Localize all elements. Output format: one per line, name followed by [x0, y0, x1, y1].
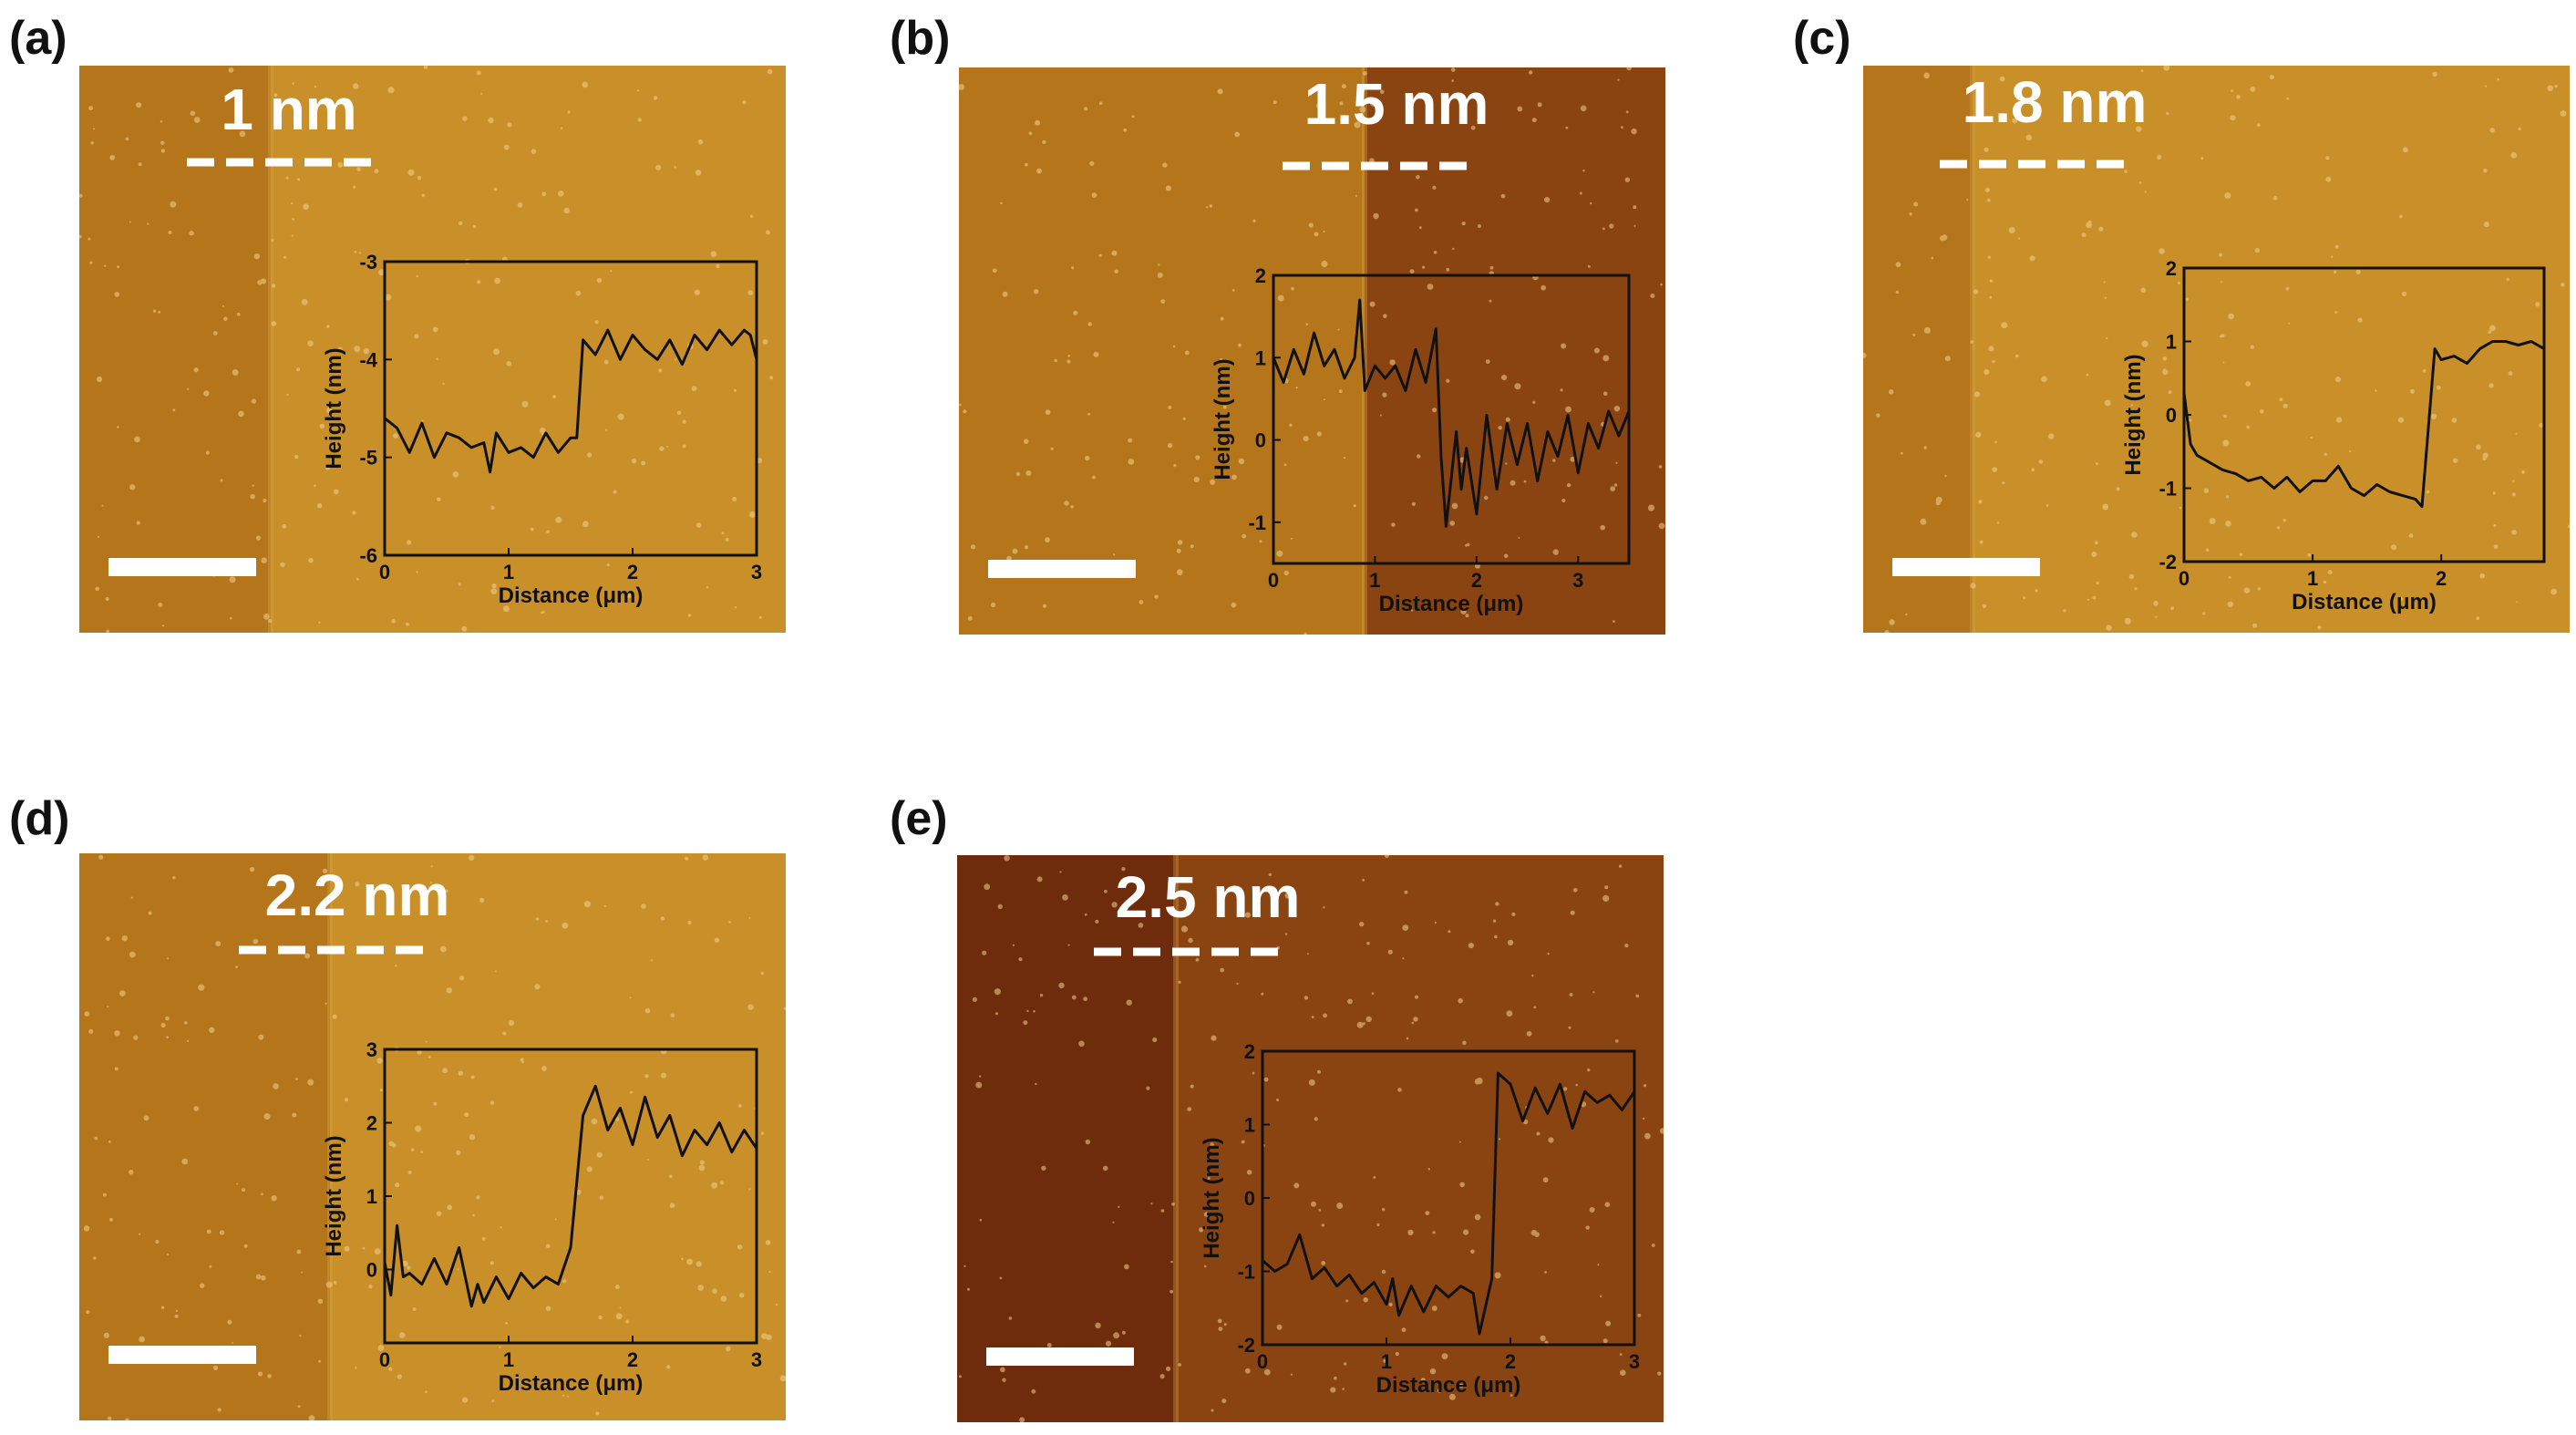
x-tick-label: 3 — [1572, 569, 1583, 592]
afm-grains — [79, 66, 774, 633]
y-axis-label: Height (nm) — [322, 347, 346, 469]
y-tick-label: 1 — [2166, 331, 2177, 354]
x-tick-label: 0 — [1257, 1350, 1268, 1373]
x-tick-label: 3 — [1629, 1350, 1640, 1373]
panel-label-d: (d) — [9, 792, 70, 845]
y-tick-label: 3 — [366, 1038, 377, 1061]
step-height-label: 1.8 nm — [1963, 69, 2148, 135]
afm-terrace-left — [957, 855, 1176, 1422]
afm-grains — [959, 67, 1665, 635]
x-tick-label: 2 — [1505, 1350, 1516, 1373]
x-tick-label: 2 — [1471, 569, 1482, 592]
x-tick-label: 3 — [751, 561, 762, 583]
y-tick-label: 1 — [366, 1185, 377, 1208]
x-tick-label: 2 — [627, 561, 638, 583]
y-axis-label: Height (nm) — [1211, 358, 1235, 480]
y-tick-label: 2 — [1255, 264, 1266, 287]
panel-label-b: (b) — [890, 12, 951, 65]
y-tick-label: 2 — [366, 1112, 377, 1135]
height-profile-line — [2182, 340, 2545, 509]
afm-terrace-left — [79, 66, 271, 633]
panel-label-e: (e) — [890, 792, 948, 845]
afm-grains — [83, 854, 786, 1420]
panel-label-c: (c) — [1793, 12, 1851, 65]
y-tick-label: -5 — [359, 447, 377, 470]
y-tick-label: 2 — [1244, 1040, 1255, 1063]
y-tick-label: -1 — [2159, 478, 2177, 501]
y-tick-label: 0 — [2166, 404, 2177, 427]
afm-grains — [958, 855, 1664, 1422]
x-tick-label: 1 — [503, 561, 514, 583]
y-tick-label: 1 — [1255, 346, 1266, 369]
y-tick-label: 0 — [1255, 429, 1266, 452]
inset-frame — [383, 260, 758, 557]
step-height-label: 1.5 nm — [1304, 71, 1489, 137]
y-tick-label: -1 — [1237, 1261, 1255, 1284]
x-tick-label: 2 — [2436, 567, 2447, 590]
step-height-label: 2.5 nm — [1116, 864, 1301, 930]
x-axis-label: Distance (μm) — [499, 1371, 644, 1396]
x-tick-label: 3 — [751, 1348, 762, 1371]
step-height-label: 1 nm — [221, 77, 356, 142]
y-tick-label: 1 — [1244, 1114, 1255, 1137]
scale-bar — [108, 1346, 256, 1364]
afm-panel-a: 1 nm 0 1 2 3 -6 -5 -4 -3 Distance (μm) Height (nm) — [79, 66, 786, 633]
scale-bar — [988, 560, 1136, 578]
afm-step-edge — [1173, 855, 1179, 1422]
x-tick-label: 0 — [379, 1348, 390, 1371]
x-tick-label: 2 — [627, 1348, 638, 1371]
step-height-label: 2.2 nm — [265, 862, 450, 928]
x-axis-label: Distance (μm) — [1376, 1373, 1521, 1398]
y-axis-label: Height (nm) — [322, 1135, 346, 1256]
height-profile-line — [384, 328, 758, 474]
afm-step-edge — [1970, 66, 1975, 633]
y-tick-label: -2 — [1237, 1334, 1255, 1357]
x-tick-label: 1 — [2307, 567, 2318, 590]
afm-step-edge — [327, 853, 333, 1420]
scale-bar — [108, 558, 256, 576]
afm-step-edge — [1362, 67, 1367, 635]
y-axis-label: Height (nm) — [2121, 354, 2146, 475]
height-profile-line — [1262, 1071, 1636, 1336]
x-axis-label: Distance (μm) — [2292, 590, 2437, 614]
y-tick-label: -3 — [359, 251, 377, 274]
afm-step-edge — [268, 66, 273, 633]
afm-grains — [1863, 66, 2570, 633]
y-tick-label: -2 — [2159, 551, 2177, 573]
height-profile-line — [1272, 298, 1631, 528]
x-tick-label: 0 — [1268, 569, 1279, 592]
panel-label-a: (a) — [9, 12, 67, 65]
height-profile-line — [383, 1084, 758, 1308]
x-tick-label: 1 — [1381, 1350, 1392, 1373]
x-tick-label: 0 — [379, 561, 390, 583]
y-tick-label: -1 — [1248, 511, 1266, 534]
scale-bar — [1892, 558, 2040, 576]
afm-panel-d: 2.2 nm 0 1 2 3 0 1 2 3 Distance (μm) Height (nm) — [79, 853, 786, 1420]
y-tick-label: 2 — [2166, 257, 2177, 280]
x-axis-label: Distance (μm) — [499, 583, 644, 608]
inset-frame — [1272, 274, 1631, 565]
scale-bar — [986, 1347, 1134, 1366]
y-axis-label: Height (nm) — [1200, 1137, 1224, 1258]
afm-terrace-right — [1365, 67, 1665, 635]
afm-terrace-left — [79, 853, 330, 1420]
x-tick-label: 1 — [503, 1348, 514, 1371]
x-axis-label: Distance (μm) — [1379, 592, 1524, 616]
afm-terrace-left — [959, 67, 1365, 635]
y-tick-label: -6 — [359, 544, 377, 567]
afm-terrace-left — [1863, 66, 1973, 633]
y-tick-label: 0 — [366, 1259, 377, 1282]
x-tick-label: 1 — [1369, 569, 1380, 592]
x-tick-label: 0 — [2179, 567, 2190, 590]
y-tick-label: 0 — [1244, 1187, 1255, 1210]
y-tick-label: -4 — [359, 348, 377, 371]
